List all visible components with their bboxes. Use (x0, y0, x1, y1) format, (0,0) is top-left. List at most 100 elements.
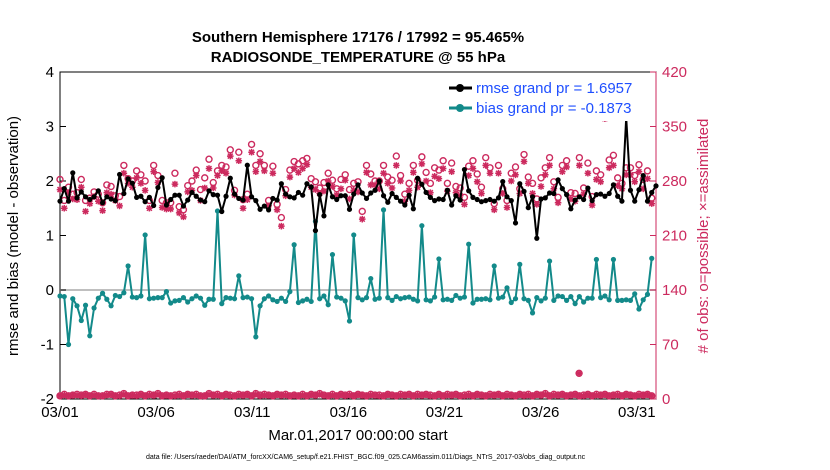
bias-point (159, 295, 165, 301)
obs-assimilated-point (418, 160, 426, 168)
obs-assimilated-point (73, 391, 81, 399)
left-tick-label: 2 (46, 173, 54, 190)
obs-assimilated-point (559, 168, 566, 175)
obs-assimilated-point (175, 391, 183, 399)
bias-point (508, 299, 514, 306)
obs-assimilated-point (414, 183, 421, 191)
rmse-point (427, 194, 433, 200)
rmse-point (640, 172, 646, 179)
rmse-point (576, 194, 582, 200)
obs-assimilated-point (588, 392, 596, 400)
rmse-point (491, 198, 497, 204)
bias-point (542, 295, 548, 301)
rmse-point (278, 181, 284, 187)
rmse-point (529, 194, 536, 200)
obs-assimilated-point (261, 391, 268, 399)
x-tick-label: 03/16 (330, 404, 368, 421)
obs-assimilated-point (244, 196, 251, 203)
bias-point (500, 294, 506, 300)
obs-assimilated-point (431, 173, 438, 180)
obs-assimilated-point (350, 392, 358, 400)
obs-assimilated-point (282, 391, 289, 399)
right-tick-label: 140 (662, 282, 687, 299)
obs-assimilated-point (375, 392, 383, 400)
obs-assimilated-point (278, 391, 285, 399)
rmse-point (304, 181, 310, 187)
rmse-point (402, 202, 408, 208)
obs-assimilated-point (380, 169, 387, 177)
obs-assimilated-point (354, 391, 362, 398)
rmse-point (436, 196, 442, 202)
bias-point (74, 303, 80, 309)
obs-assimilated-point (524, 391, 532, 399)
rmse-point (57, 198, 63, 204)
left-tick-label: 1 (46, 228, 54, 245)
bias-point (419, 223, 425, 229)
obs-assimilated-point (120, 169, 128, 177)
obs-possible-point (56, 175, 64, 184)
obs-assimilated-point (252, 168, 260, 175)
bias-point (598, 295, 604, 301)
obs-assimilated-point (584, 169, 592, 177)
bias-point (440, 297, 446, 303)
rmse-point (500, 178, 506, 185)
rmse-point (202, 199, 208, 205)
rmse-point (65, 198, 72, 204)
obs-possible-point (456, 184, 464, 192)
rmse-point (70, 170, 76, 176)
obs-possible-point (409, 161, 418, 170)
rmse-point (453, 193, 459, 199)
bias-point (231, 296, 238, 302)
obs-assimilated-point (554, 391, 562, 399)
rmse-point (415, 175, 421, 181)
obs-possible-point (379, 161, 388, 170)
obs-assimilated-point (218, 167, 226, 175)
rmse-point (231, 191, 238, 197)
obs-assimilated-point (205, 391, 213, 398)
obs-possible-point (388, 176, 396, 184)
right-tick-label: 280 (662, 173, 687, 190)
obs-assimilated-point (397, 391, 404, 399)
bias-point (155, 295, 161, 301)
bias-point (274, 298, 280, 305)
rmse-point (193, 193, 199, 199)
bias-point (393, 293, 399, 300)
obs-assimilated-point (473, 391, 481, 398)
obs-assimilated-point (499, 392, 507, 400)
obs-assimilated-point (597, 178, 604, 186)
obs-assimilated-point (86, 392, 94, 400)
obs-assimilated-point (175, 209, 183, 217)
bias-point (363, 295, 370, 301)
obs-possible-point (277, 213, 286, 222)
obs-assimilated-point (112, 392, 119, 400)
obs-assimilated-point (124, 180, 132, 187)
bias-point (189, 296, 195, 302)
rmse-point (223, 193, 229, 199)
bias-point (65, 341, 72, 348)
bias-point (223, 295, 229, 301)
obs-assimilated-point (559, 391, 566, 398)
rmse-point (478, 199, 485, 205)
obs-assimilated-point (248, 392, 255, 400)
rmse-series (57, 115, 659, 241)
obs-assimilated-point (286, 173, 294, 181)
obs-assimilated-point (60, 391, 68, 399)
obs-possible-point (247, 140, 256, 149)
rmse-point (253, 198, 259, 204)
obs-assimilated-point (439, 392, 447, 400)
obs-assimilated-point (222, 169, 230, 177)
obs-possible-point (426, 179, 435, 188)
rmse-point (653, 183, 659, 189)
rmse-point (385, 199, 391, 205)
bias-point (546, 258, 553, 264)
bias-point (529, 310, 536, 316)
obs-assimilated-point (524, 180, 532, 187)
obs-assimilated-point (299, 165, 306, 172)
rmse-point (363, 195, 370, 202)
rmse-point (461, 166, 468, 173)
obs-assimilated-point (133, 174, 140, 182)
obs-assimilated-point (286, 392, 294, 400)
rmse-point (521, 188, 527, 194)
obs-assimilated-point (388, 184, 396, 192)
obs-assimilated-point (537, 183, 545, 190)
